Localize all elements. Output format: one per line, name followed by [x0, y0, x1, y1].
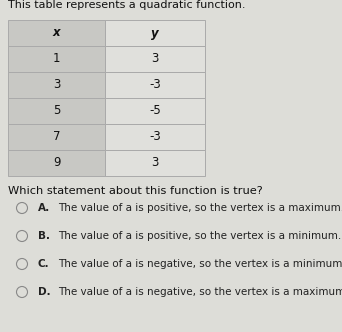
- Text: -3: -3: [149, 130, 161, 143]
- Bar: [105, 46, 205, 72]
- Text: C.: C.: [38, 259, 50, 269]
- Bar: [8, 124, 105, 150]
- Text: 5: 5: [53, 105, 60, 118]
- Bar: [8, 98, 105, 124]
- Bar: [105, 20, 205, 46]
- Text: B.: B.: [38, 231, 50, 241]
- Text: Which statement about this function is true?: Which statement about this function is t…: [8, 186, 263, 196]
- Text: 1: 1: [53, 52, 60, 65]
- Text: -3: -3: [149, 78, 161, 92]
- Text: The value of a is negative, so the vertex is a maximum.: The value of a is negative, so the verte…: [58, 287, 342, 297]
- Bar: [105, 124, 205, 150]
- Bar: [8, 46, 105, 72]
- Text: x: x: [53, 27, 60, 40]
- Text: -5: -5: [149, 105, 161, 118]
- Text: 3: 3: [151, 156, 159, 170]
- Text: 9: 9: [53, 156, 60, 170]
- Text: D.: D.: [38, 287, 51, 297]
- Bar: [8, 150, 105, 176]
- Text: 7: 7: [53, 130, 60, 143]
- Bar: [8, 20, 105, 46]
- Text: 3: 3: [53, 78, 60, 92]
- Text: The value of a is positive, so the vertex is a maximum.: The value of a is positive, so the verte…: [58, 203, 342, 213]
- Bar: [105, 150, 205, 176]
- Text: This table represents a quadratic function.: This table represents a quadratic functi…: [8, 0, 246, 10]
- Text: A.: A.: [38, 203, 50, 213]
- Bar: [105, 72, 205, 98]
- Text: 3: 3: [151, 52, 159, 65]
- Text: The value of a is positive, so the vertex is a minimum.: The value of a is positive, so the verte…: [58, 231, 341, 241]
- Text: The value of a is negative, so the vertex is a minimum.: The value of a is negative, so the verte…: [58, 259, 342, 269]
- Bar: [8, 72, 105, 98]
- Text: y: y: [151, 27, 159, 40]
- Bar: [105, 98, 205, 124]
